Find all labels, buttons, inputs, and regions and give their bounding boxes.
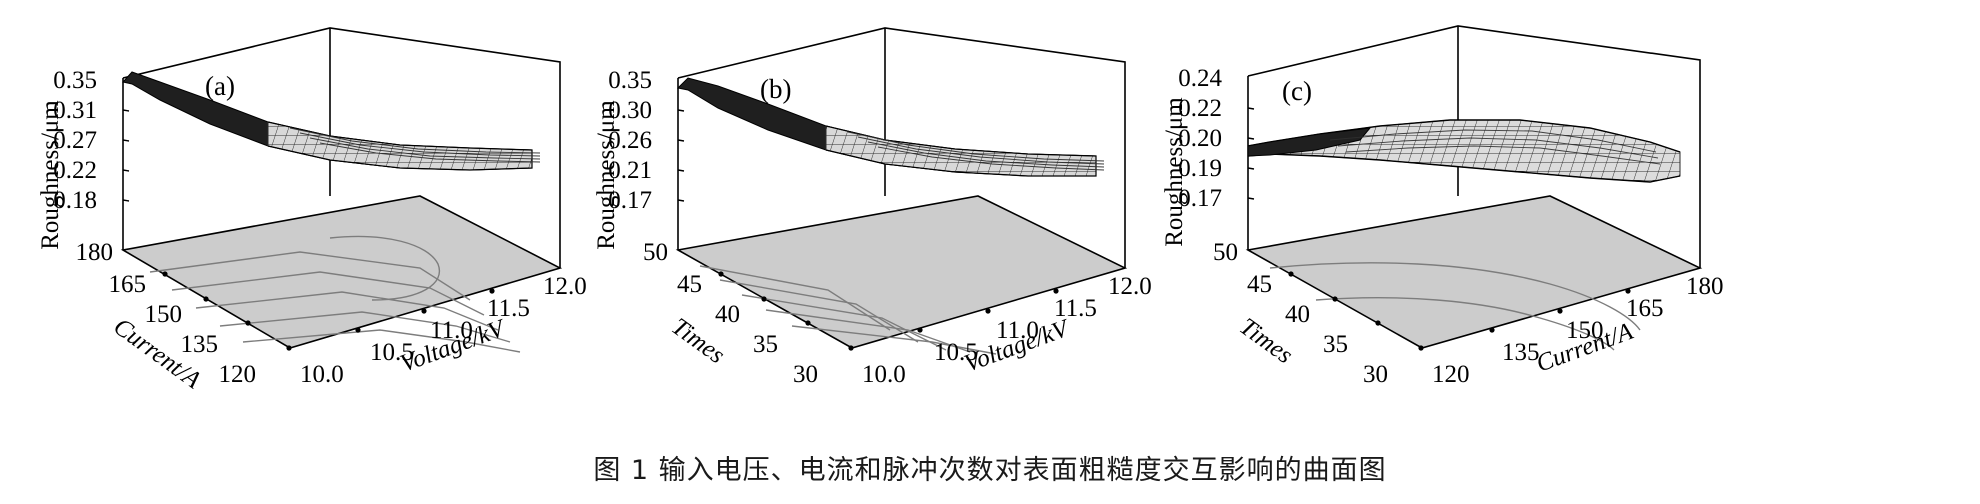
x-tick: 180 — [76, 239, 114, 266]
z-tick: 0.17 — [608, 187, 652, 214]
z-tick: 0.20 — [1178, 125, 1222, 152]
z-axis-label: Roughness/μm — [37, 100, 64, 250]
z-tick: 0.22 — [53, 157, 97, 184]
panel-b: 0.35 0.30 0.26 0.21 0.17 Roughness/μm 50… — [560, 0, 1240, 440]
y-tick: 11.5 — [487, 295, 530, 322]
contour-floor-a — [120, 195, 563, 353]
x-tick: 40 — [1285, 301, 1310, 328]
z-tick: 0.19 — [1178, 155, 1222, 182]
axes-frame-a — [122, 27, 561, 268]
x-tick: 30 — [1363, 361, 1388, 388]
axes-frame-c — [1247, 25, 1701, 268]
z-tick: 0.27 — [53, 127, 97, 154]
z-tick: 0.35 — [608, 67, 652, 94]
z-tick: 0.22 — [1178, 95, 1222, 122]
contour-floor-b — [675, 195, 1128, 355]
z-axis-label: Roughness/μm — [593, 100, 620, 250]
figure-caption: 图 1 输入电压、电流和脉冲次数对表面粗糙度交互影响的曲面图 — [593, 455, 1387, 486]
x-tick: 30 — [793, 361, 818, 388]
y-tick: 11.0 — [430, 317, 473, 344]
panel-label-c: (c) — [1282, 76, 1312, 106]
panel-a: 0.35 0.31 0.27 0.22 0.18 Roughness/μm 18… — [0, 0, 660, 440]
panel-label-a: (a) — [205, 71, 235, 101]
z-tick: 0.18 — [53, 187, 97, 214]
y-tick: 180 — [1686, 273, 1724, 300]
y-tick: 11.0 — [996, 317, 1039, 344]
y-tick: 10.0 — [862, 361, 906, 388]
x-axis-b: 50 45 40 35 30 Times — [643, 239, 854, 388]
x-tick: 135 — [181, 331, 219, 358]
z-axis-a: 0.35 0.31 0.27 0.22 0.18 Roughness/μm — [37, 67, 130, 250]
x-tick: 45 — [1247, 271, 1272, 298]
x-tick: 120 — [219, 361, 257, 388]
y-tick: 10.0 — [300, 361, 344, 388]
x-tick: 150 — [145, 301, 183, 328]
x-tick: 40 — [715, 301, 740, 328]
z-axis-label: Roughness/μm — [1161, 97, 1188, 247]
y-tick: 10.5 — [934, 339, 978, 366]
y-tick: 10.5 — [370, 339, 414, 366]
y-tick: 11.5 — [1054, 295, 1097, 322]
x-tick: 45 — [677, 271, 702, 298]
panel-label-b: (b) — [760, 74, 791, 104]
panel-c: 0.24 0.22 0.20 0.19 0.17 Roughness/μm 50… — [1120, 0, 1980, 440]
surface-b — [676, 77, 1105, 177]
z-tick: 0.21 — [608, 157, 652, 184]
y-tick: 165 — [1626, 295, 1664, 322]
x-tick: 35 — [1323, 331, 1348, 358]
z-tick: 0.26 — [608, 127, 652, 154]
axes-frame-b — [677, 27, 1126, 268]
z-axis-c: 0.24 0.22 0.20 0.19 0.17 Roughness/μm — [1161, 65, 1255, 247]
y-tick: 120 — [1432, 361, 1470, 388]
y-tick: 150 — [1566, 317, 1604, 344]
y-tick: 12.0 — [543, 273, 587, 300]
y-tick: 135 — [1502, 339, 1540, 366]
contour-floor-c — [1245, 195, 1703, 351]
x-tick: 50 — [1213, 239, 1238, 266]
surface-a — [122, 71, 541, 171]
z-tick: 0.30 — [608, 97, 652, 124]
x-tick: 165 — [109, 271, 147, 298]
y-tick: 12.0 — [1108, 273, 1152, 300]
x-tick: 35 — [753, 331, 778, 358]
x-tick: 50 — [643, 239, 668, 266]
z-tick: 0.24 — [1178, 65, 1222, 92]
surface-c — [1247, 119, 1681, 183]
z-tick: 0.35 — [53, 67, 97, 94]
z-axis-b: 0.35 0.30 0.26 0.21 0.17 Roughness/μm — [593, 67, 685, 250]
z-tick: 0.17 — [1178, 185, 1222, 212]
z-tick: 0.31 — [53, 97, 97, 124]
